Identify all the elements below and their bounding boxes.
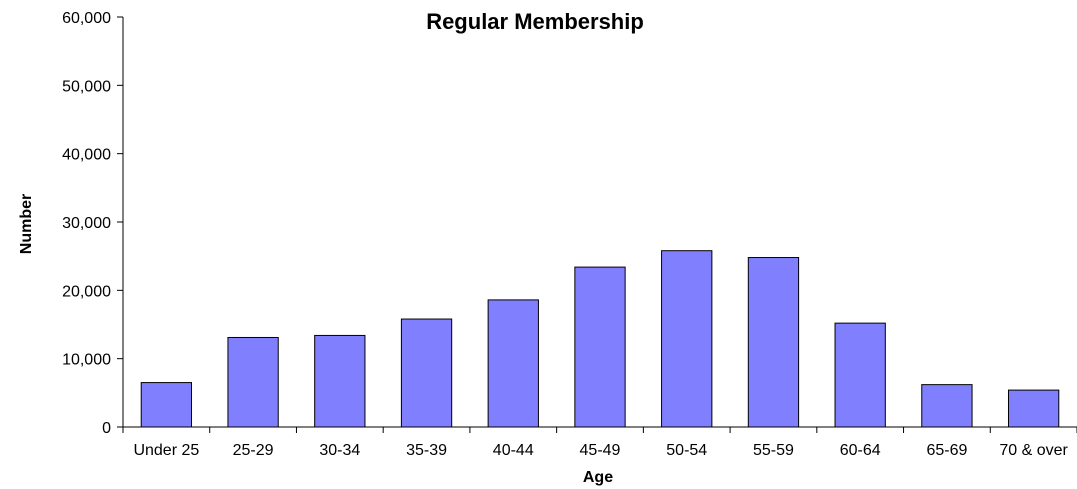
x-tick-label: 30-34 <box>319 442 360 459</box>
bar <box>1007 389 1060 428</box>
y-tick-label: 60,000 <box>62 10 111 27</box>
bar <box>140 382 193 428</box>
bar <box>487 299 539 428</box>
x-tick-label: 65-69 <box>926 442 967 459</box>
x-tick-label: 35-39 <box>406 442 447 459</box>
y-tick-label: 20,000 <box>62 283 111 300</box>
y-tick-label: 40,000 <box>62 147 111 164</box>
y-tick-label: 0 <box>102 420 111 437</box>
x-tick-label: Under 25 <box>133 442 199 459</box>
bar <box>834 322 886 428</box>
y-axis: 0 10,000 20,000 30,000 40,000 50,000 60,000 <box>62 10 124 437</box>
bar <box>661 250 713 428</box>
x-tick-label: 70 & over <box>999 442 1068 459</box>
x-axis: Under 25 25-29 30-34 35-39 40-44 45-49 50-54 55… <box>122 426 1077 459</box>
x-axis-label: Age <box>583 469 613 486</box>
bar <box>314 334 366 428</box>
bar <box>400 318 453 428</box>
chart-title: Regular Membership <box>426 9 644 34</box>
bar <box>921 384 973 428</box>
x-tick-label: 40-44 <box>493 442 534 459</box>
bar <box>574 266 626 428</box>
y-tick-label: 30,000 <box>62 215 111 232</box>
y-tick-label: 50,000 <box>62 78 111 95</box>
bar <box>227 336 279 428</box>
x-tick-label: 45-49 <box>580 442 621 459</box>
x-tick-label: 55-59 <box>753 442 794 459</box>
x-tick-label: 50-54 <box>666 442 707 459</box>
bar <box>747 257 800 428</box>
y-tick-label: 10,000 <box>62 352 111 369</box>
bar-series <box>140 250 1060 428</box>
x-tick-label: 60-64 <box>840 442 881 459</box>
x-tick-label: 25-29 <box>233 442 274 459</box>
y-axis-label: Number <box>18 194 35 254</box>
